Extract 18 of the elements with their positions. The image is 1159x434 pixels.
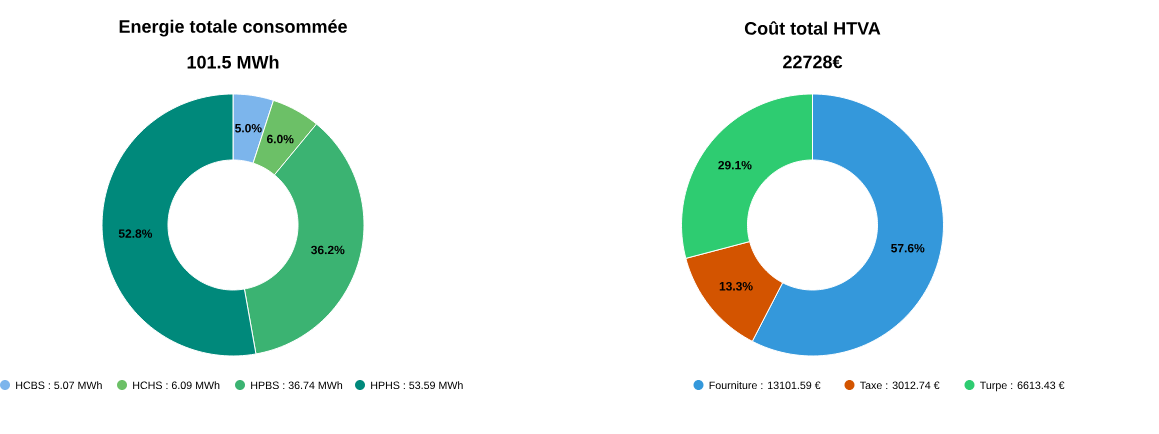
data-label: 52.8% <box>118 229 153 238</box>
legend-label: Fourniture : 13101.59 € <box>709 381 821 390</box>
chart-title: Energie totale consommée <box>119 19 347 37</box>
legend-label: HPHS : 53.59 MWh <box>371 381 463 390</box>
legend-label: HCBS : 5.07 MWh <box>16 381 102 390</box>
data-label: 5.0% <box>235 123 262 133</box>
data-label: 6.0% <box>266 134 294 144</box>
legend-label: HPBS : 36.74 MWh <box>251 381 343 390</box>
data-label: 36.2% <box>311 245 345 255</box>
data-label: 57.6% <box>891 243 925 253</box>
legend-label: Taxe : 3012.74 € <box>860 381 940 390</box>
data-label: 29.1% <box>718 160 752 170</box>
legend-label: HCHS : 6.09 MWh <box>133 381 220 390</box>
chart-subtitle: 22728€ <box>783 55 843 69</box>
legend-label: Turpe : 6613.43 € <box>979 381 1065 392</box>
chart-title: Coût total HTVA <box>744 21 881 35</box>
chart-subtitle: 101.5 MWh <box>187 55 279 69</box>
data-label: 13.3% <box>719 282 753 291</box>
